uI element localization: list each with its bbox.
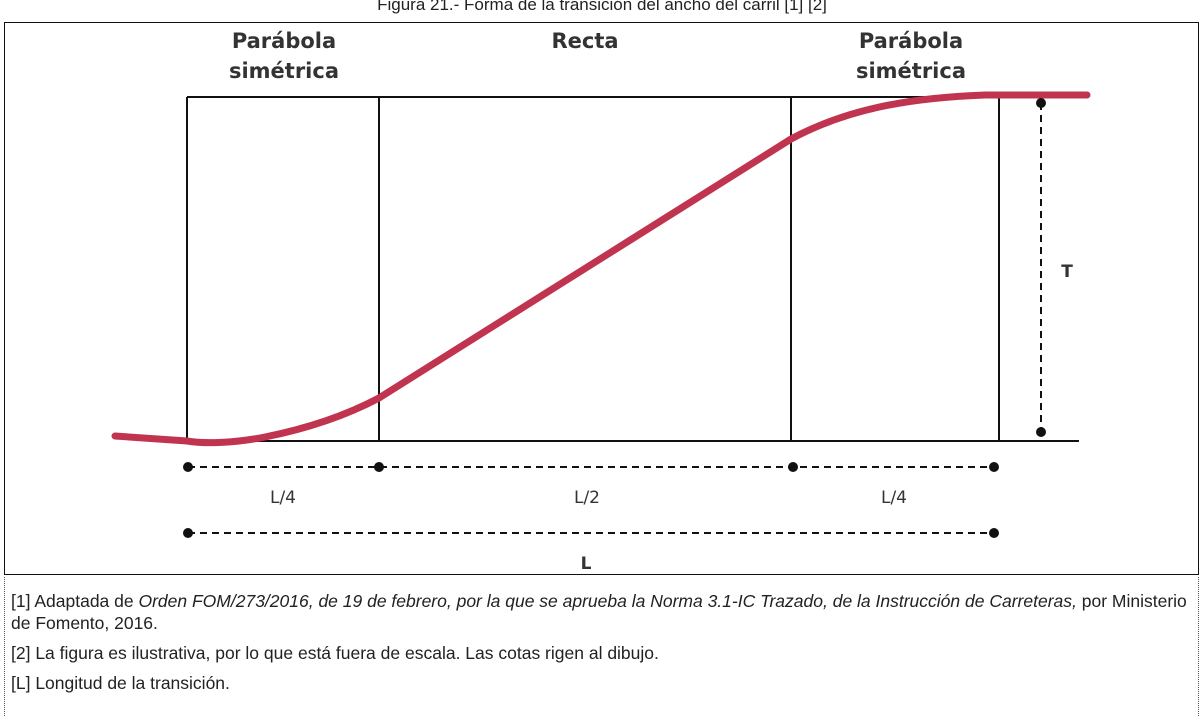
height-dimension-bottom-dot <box>1036 427 1046 437</box>
total-dot-right <box>989 528 999 538</box>
heading-left-parabola-line2: simétrica <box>229 59 339 83</box>
note-2: [2] La figura es ilustrativa, por lo que… <box>11 643 659 663</box>
transition-curve <box>111 91 1091 447</box>
height-label: T <box>1061 262 1073 282</box>
heading-straight: Recta <box>551 29 618 53</box>
segment-dot-4 <box>989 462 999 472</box>
height-dimension-top-dot <box>1036 98 1046 108</box>
segment-dot-1 <box>183 462 193 472</box>
segment-label-2: L/2 <box>574 488 600 508</box>
segment-dot-2 <box>374 462 384 472</box>
note-1-prefix: [1] Adaptada de <box>11 591 139 611</box>
segment-label-1: L/4 <box>270 488 296 508</box>
segment-dot-3 <box>788 462 798 472</box>
note-1: [1] Adaptada de Orden FOM/273/2016, de 1… <box>11 590 1192 634</box>
heading-right-parabola-line2: simétrica <box>856 59 966 83</box>
figure-frame: Parábola simétrica Recta Parábola simétr… <box>4 22 1199 575</box>
transition-diagram: Parábola simétrica Recta Parábola simétr… <box>111 29 1091 574</box>
figure-notes: [1] Adaptada de Orden FOM/273/2016, de 1… <box>4 577 1199 716</box>
heading-left-parabola-line1: Parábola <box>232 29 336 53</box>
note-L: [L] Longitud de la transición. <box>11 673 230 693</box>
segment-label-3: L/4 <box>881 488 907 508</box>
figure-caption: Figura 21.- Forma de la transición del a… <box>377 0 827 14</box>
note-1-suffix: por Ministerio de Fomento, 2016. <box>11 591 1187 633</box>
heading-right-parabola-line1: Parábola <box>859 29 963 53</box>
total-length-label: L <box>581 554 592 574</box>
note-1-source-title: Orden FOM/273/2016, de 19 de febrero, po… <box>138 591 1077 611</box>
total-dot-left <box>183 528 193 538</box>
